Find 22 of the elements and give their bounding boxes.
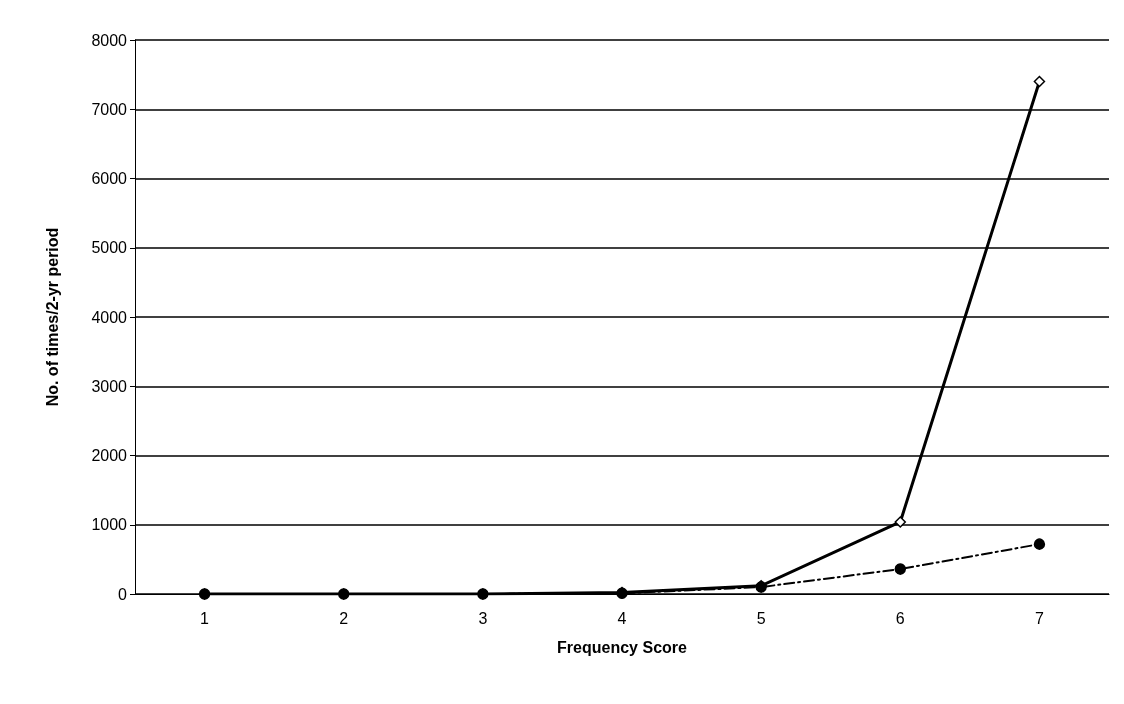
y-tick-label: 6000 xyxy=(91,170,128,187)
y-axis-title: No. of times/2-yr period xyxy=(43,227,61,407)
y-tick-label: 5000 xyxy=(91,239,128,257)
x-tick-label: 4 xyxy=(617,609,627,627)
x-tick-label: 6 xyxy=(895,609,905,627)
point xyxy=(1033,538,1046,550)
y-tick-label: 3000 xyxy=(91,377,128,395)
y-tick-label: 4000 xyxy=(91,308,128,326)
point xyxy=(894,563,907,575)
y-tick-label: 8000 xyxy=(91,31,128,49)
y-tick-label: 2000 xyxy=(91,447,128,464)
x-tick-label: 5 xyxy=(756,609,766,627)
point xyxy=(894,516,907,528)
x-tick-label: 1 xyxy=(200,609,210,627)
y-tick-label: 0 xyxy=(118,585,128,603)
point xyxy=(1033,75,1046,88)
y-tick-label: 7000 xyxy=(91,100,128,118)
x-tick-label: 2 xyxy=(339,609,349,627)
x-tick-label: 7 xyxy=(1034,609,1044,627)
y-tick-label: 1000 xyxy=(91,516,128,534)
x-axis-title: Frequency Score xyxy=(557,638,688,656)
x-tick-label: 3 xyxy=(478,609,488,627)
